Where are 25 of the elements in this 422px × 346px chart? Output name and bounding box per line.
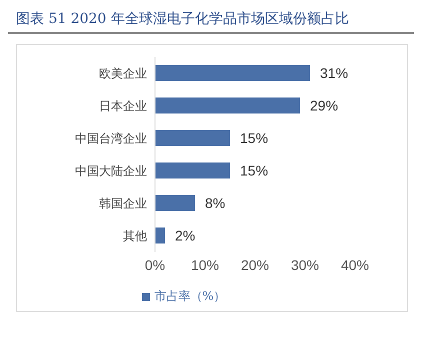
bar <box>155 228 165 244</box>
y-tick-label: 韩国企业 <box>99 196 147 211</box>
data-label: 31% <box>320 64 348 81</box>
legend-label: 市占率（%） <box>154 289 226 303</box>
bar <box>155 195 195 211</box>
data-label: 15% <box>240 130 268 146</box>
x-tick-label: 10% <box>190 256 220 273</box>
bar <box>155 98 300 114</box>
y-tick-label: 欧美企业 <box>99 66 147 81</box>
data-label: 15% <box>240 162 268 178</box>
chart-title: 图表 51 2020 年全球湿电子化学品市场区域份额占比 <box>8 8 414 34</box>
data-label: 2% <box>175 227 196 244</box>
y-tick-label: 中国台湾企业 <box>75 132 147 146</box>
x-tick-label: 0% <box>144 256 166 273</box>
bar <box>155 162 230 178</box>
x-tick-label: 30% <box>290 256 320 273</box>
bar <box>155 65 310 81</box>
y-tick-label: 日本企业 <box>99 99 147 114</box>
data-label: 29% <box>310 97 338 114</box>
data-label: 8% <box>205 194 226 211</box>
bar <box>155 130 230 146</box>
x-tick-label: 40% <box>340 256 370 273</box>
y-tick-label: 其他 <box>123 229 147 244</box>
y-tick-label: 中国大陆企业 <box>75 164 147 178</box>
x-tick-label: 20% <box>240 256 270 273</box>
